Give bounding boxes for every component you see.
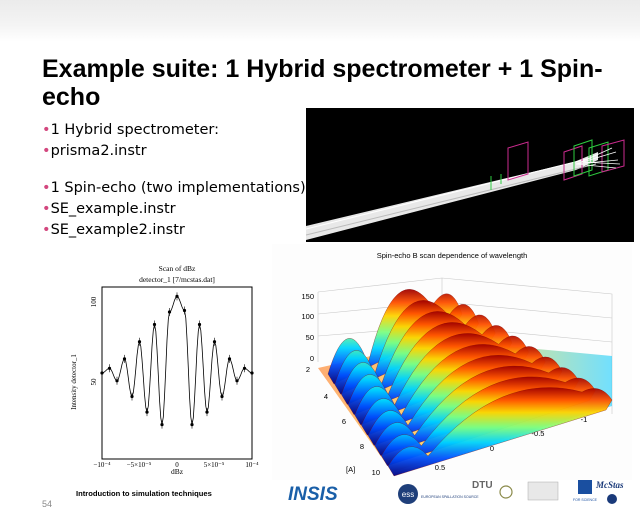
- mcstas-logo: McStas: [595, 480, 624, 490]
- mcstas-logo-icon: [607, 494, 617, 504]
- bullet-marker: •: [42, 143, 51, 159]
- bullet-item: •1 Hybrid spectrometer:: [42, 120, 312, 141]
- detector-rays: [575, 147, 621, 169]
- surface-ztick-label: 50: [306, 333, 314, 342]
- logos-svg: INSIS ess EUROPEAN SPALLATION SOURCE DTU…: [288, 480, 624, 505]
- surface-plot: Spin-echo B scan dependence of wavelengt…: [272, 244, 632, 480]
- scan-plot-xlabel: dBz: [171, 467, 184, 476]
- surface-ytick-label: 6: [342, 417, 346, 426]
- footer-text: Introduction to simulation techniques: [76, 489, 212, 498]
- bullet-item: •1 Spin-echo (two implementations): [42, 178, 312, 199]
- scan-xtick-label: −10⁻⁴: [93, 461, 111, 469]
- scan-plot: Scan of dBz detector_1 [7/mcstas.dat] In…: [62, 262, 264, 476]
- surface-y-unit: [A]: [346, 465, 355, 474]
- bullet-list: •1 Hybrid spectrometer: •prisma2.instr •…: [42, 120, 312, 241]
- surface-xtick-label: -0.5: [532, 429, 545, 438]
- surface-plot-title: Spin-echo B scan dependence of wavelengt…: [377, 251, 528, 260]
- scan-xtick-label: 5×10⁻⁵: [204, 461, 225, 469]
- bullet-item: •prisma2.instr: [42, 141, 312, 162]
- insis-logo: INSIS: [288, 484, 338, 505]
- scan-ytick-label: 50: [90, 378, 98, 386]
- scan-xtick-label: 0: [175, 461, 179, 469]
- instrument-3d-render: [306, 108, 634, 242]
- green-frame: [573, 139, 593, 177]
- ess-logo-icon: [398, 484, 418, 504]
- bullet-text: prisma2.instr: [50, 143, 147, 159]
- surface-xtick-label: 0: [490, 444, 494, 453]
- bullet-marker: •: [42, 222, 51, 238]
- neutron-beam: [306, 152, 598, 240]
- bullet-item: •SE_example2.instr: [42, 220, 312, 241]
- magenta-frame: [563, 145, 583, 181]
- surface-ytick-label: 4: [324, 392, 328, 401]
- surface-ytick-label: 8: [360, 442, 364, 451]
- university-seal-icon: [499, 485, 513, 499]
- for-science-logo-icon: [578, 480, 592, 494]
- for-science-caption: FOR SCIENCE: [573, 498, 598, 502]
- logos-strip: INSIS ess EUROPEAN SPALLATION SOURCE DTU…: [286, 474, 638, 510]
- surface-ztick-label: 0: [310, 354, 314, 363]
- scan-plot-frame: [101, 286, 253, 460]
- surface-ridge: [387, 387, 613, 477]
- bullet-item: •SE_example.instr: [42, 199, 312, 220]
- bullet-text: 1 Spin-echo (two implementations): [50, 180, 306, 196]
- slide-title: Example suite: 1 Hybrid spectrometer + 1…: [42, 55, 603, 111]
- surface-ytick-label: 2: [306, 365, 310, 374]
- bullet-text: SE_example2.instr: [50, 222, 185, 238]
- dtu-logo: DTU: [472, 480, 493, 491]
- page-number: 54: [42, 499, 53, 509]
- surface-ridges: [327, 289, 613, 477]
- surface-xtick-label: 0.5: [435, 463, 445, 472]
- bullet-marker: •: [42, 122, 51, 138]
- scan-ytick-label: 100: [90, 296, 98, 307]
- bullet-marker: •: [42, 180, 51, 196]
- surface-plot-svg: Spin-echo B scan dependence of wavelengt…: [272, 244, 632, 480]
- surface-ytick-label: 10: [372, 468, 380, 477]
- beam-ray: [306, 163, 597, 236]
- scan-plot-svg: Scan of dBz detector_1 [7/mcstas.dat] In…: [70, 264, 259, 476]
- scan-plot-ylabel: Intensity detector_1: [70, 354, 78, 410]
- surface-xtick-label: -1: [581, 415, 588, 424]
- instrument-beam-drawing: [306, 139, 625, 240]
- surface-ztick-label: 150: [301, 292, 314, 301]
- bullet-text: 1 Hybrid spectrometer:: [50, 122, 219, 138]
- scan-xtick-label: −5×10⁻⁵: [127, 461, 152, 469]
- scan-xtick-label: 10⁻⁴: [245, 461, 259, 469]
- scan-series: [100, 292, 254, 429]
- bullet-marker: •: [42, 201, 51, 217]
- institute-logo: [527, 481, 559, 501]
- scan-plot-subtitle: detector_1 [7/mcstas.dat]: [139, 275, 215, 284]
- surface-ztick-label: 100: [301, 312, 314, 321]
- beam-ray: [306, 157, 592, 230]
- ess-logo-caption: EUROPEAN SPALLATION SOURCE: [421, 495, 479, 499]
- scan-plot-title: Scan of dBz: [159, 264, 196, 273]
- bullet-text: SE_example.instr: [50, 201, 176, 217]
- slide-top-band: [0, 0, 640, 42]
- magenta-frame: [507, 141, 529, 181]
- ess-logo-text: ess: [402, 490, 414, 499]
